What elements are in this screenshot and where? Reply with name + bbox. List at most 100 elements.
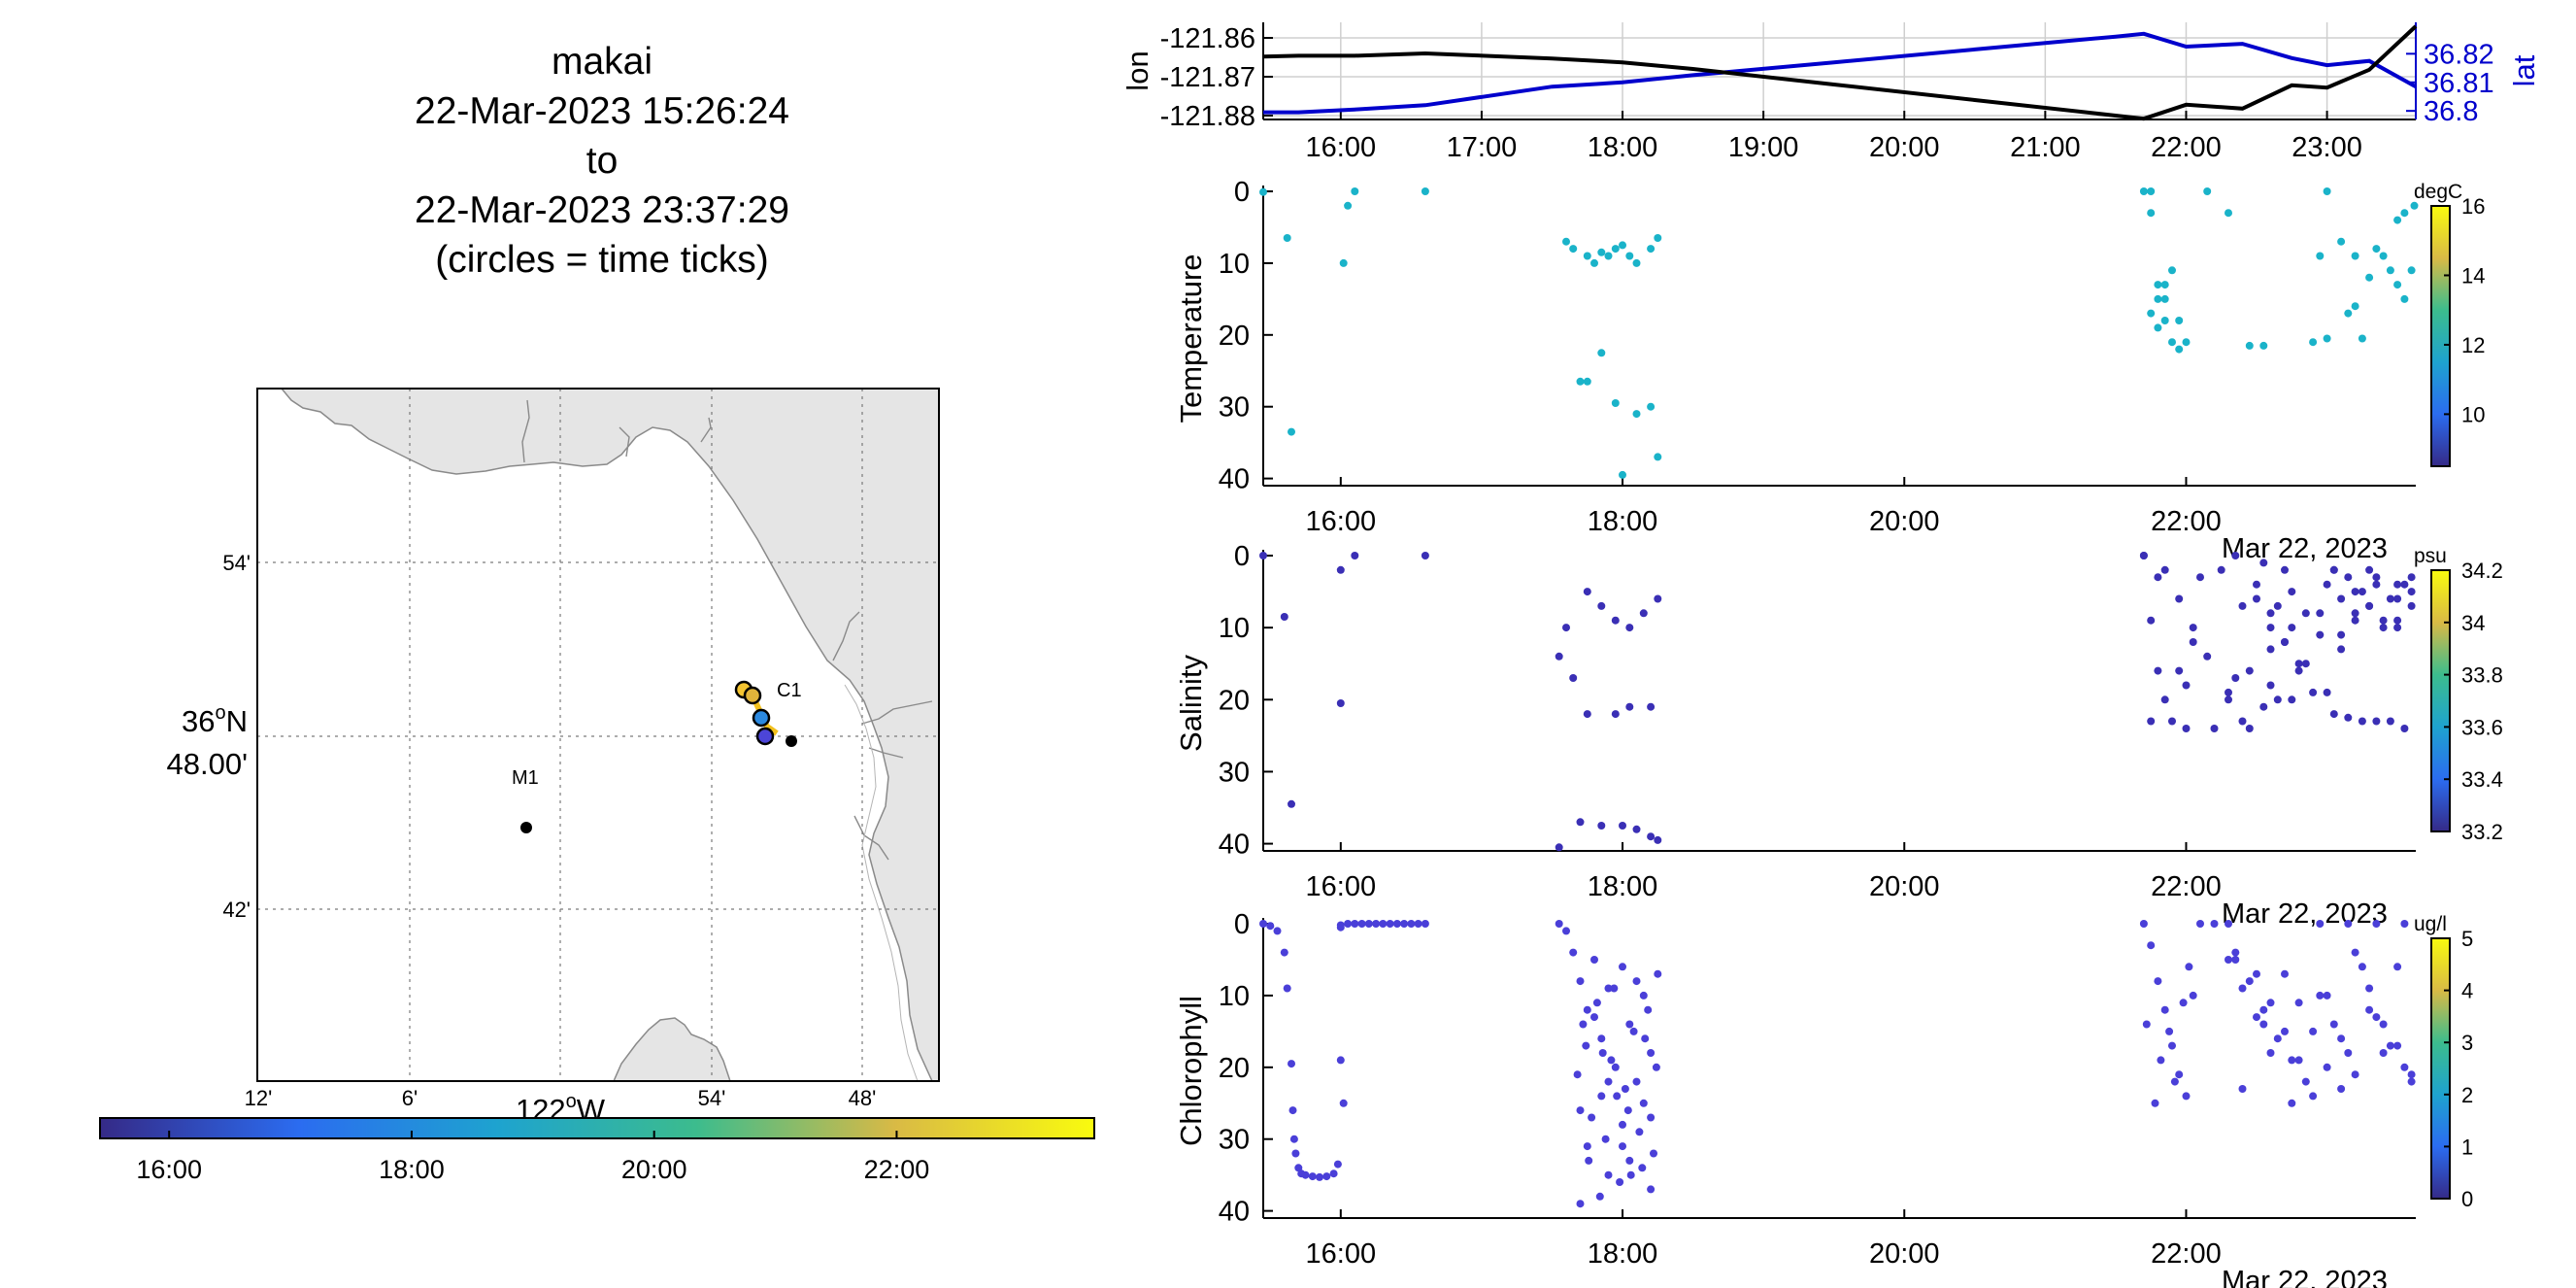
chlorophyll-data-point (1400, 920, 1409, 928)
temperature-colorbar-tick-label: 10 (2461, 402, 2485, 426)
chlorophyll-data-point (2160, 1005, 2169, 1014)
salinity-data-point (2407, 601, 2416, 610)
salinity-x-tick-label: 16:00 (1306, 871, 1377, 902)
chlorophyll-data-point (2185, 963, 2193, 971)
temperature-data-point (1583, 252, 1591, 260)
chlorophyll-data-point (1604, 984, 1613, 993)
rivers (521, 399, 933, 861)
chlorophyll-data-point (1407, 920, 1416, 928)
chlorophyll-data-point (1601, 1135, 1610, 1143)
time-colorbar-tick-label: 18:00 (379, 1155, 445, 1184)
temperature-y-tick-label: 30 (1219, 392, 1250, 424)
map-grid (257, 389, 939, 1081)
salinity-colorbar-tick-label: 33.8 (2461, 663, 2503, 688)
salinity-colorbar-tick-label: 34 (2461, 611, 2485, 635)
salinity-data-point (1280, 613, 1288, 621)
time-colorbar-ticks: 16:00 18:00 20:00 22:00 (136, 1131, 929, 1184)
chlorophyll-data-point (2238, 984, 2247, 993)
chlorophyll-data-point (2344, 1049, 2353, 1057)
chlorophyll-data-point (2379, 1049, 2388, 1057)
chlorophyll-y-tick-label: 40 (1219, 1197, 1250, 1228)
salinity-data-point (2266, 645, 2275, 654)
chlorophyll-data-point (2372, 1013, 2381, 1022)
chlorophyll-data-point (2253, 969, 2260, 978)
salinity-data-point (1654, 594, 1662, 603)
coast-shelf-line (844, 684, 919, 1081)
lat-tick-label: 36.82 (2424, 39, 2494, 70)
temperature-data-point (2245, 341, 2254, 350)
salinity-colorbar-tick-label: 33.4 (2461, 767, 2503, 792)
map-lat-tick-48: 48.00' (167, 747, 249, 781)
chlorophyll-data-point (1654, 969, 1662, 978)
station-m1-label: M1 (512, 767, 539, 789)
map-lon-tick-6: 6' (402, 1086, 418, 1110)
salinity-data-point (2393, 594, 2402, 603)
chlorophyll-data-point (2301, 1077, 2310, 1086)
chlorophyll-data-point (1579, 1020, 1588, 1029)
salinity-data-point (2316, 630, 2325, 639)
salinity-x-tick-label: 18:00 (1588, 871, 1658, 902)
salinity-data-point (1647, 832, 1656, 841)
chlorophyll-data-point (2337, 1085, 2346, 1093)
salinity-y-tick-label: 20 (1219, 685, 1250, 716)
chlorophyll-data-point (1336, 921, 1345, 930)
temperature-data-point (1625, 252, 1634, 260)
salinity-data-point (2344, 713, 2353, 722)
salinity-data-point (2259, 702, 2268, 711)
time-colorbar-tick-label: 20:00 (621, 1155, 687, 1184)
chlorophyll-data-point (2323, 1063, 2331, 1071)
chlorophyll-data-point (1329, 1169, 1338, 1178)
salinity-data-point (2175, 666, 2184, 675)
temperature-data-point (1351, 187, 1359, 195)
temperature-data-point (2147, 209, 2156, 218)
chlorophyll-data-point (2407, 1070, 2416, 1079)
chlorophyll-data-point (1288, 1060, 1295, 1068)
chlorophyll-data-point (1610, 984, 1619, 993)
lat-series-line (1263, 31, 2417, 115)
chlorophyll-data-point (2175, 1070, 2184, 1079)
temperature-data-point (1259, 187, 1267, 196)
chlorophyll-colorbar (2430, 937, 2451, 1200)
temperature-x-tick-label: 18:00 (1588, 506, 1658, 537)
temperature-y-axis-label: Temperature (1174, 254, 1208, 423)
salinity-data-point (2160, 565, 2169, 574)
salinity-data-point (2351, 616, 2359, 625)
lonlat-x-tick-label: 22:00 (2151, 132, 2222, 163)
chlorophyll-data-point (1613, 1092, 1622, 1101)
temperature-data-point (1632, 410, 1641, 419)
chlorophyll-data-point (1289, 1135, 1298, 1143)
salinity-data-point (2238, 717, 2247, 726)
chlorophyll-data-point (1625, 1020, 1634, 1029)
salinity-data-point (2253, 580, 2260, 589)
temperature-data-point (1611, 245, 1620, 254)
salinity-colorbar-tick-label: 33.6 (2461, 715, 2503, 739)
time-colorbar (99, 1117, 1095, 1139)
map-lat-tick-42: 42' (222, 898, 251, 922)
chlorophyll-colorbar-tick-label: 5 (2461, 927, 2473, 951)
chlorophyll-data-point (1629, 1027, 1638, 1035)
chlorophyll-data-point (1283, 984, 1291, 993)
vehicle-track (734, 680, 779, 746)
salinity-data-point (2225, 688, 2232, 696)
chlorophyll-data-point (2288, 1099, 2296, 1107)
salinity-data-point (1625, 702, 1634, 711)
chlorophyll-data-point (1308, 1172, 1317, 1181)
chlorophyll-data-point (2365, 984, 2374, 993)
salinity-data-point (2281, 638, 2289, 646)
chlorophyll-data-point (1585, 1156, 1593, 1165)
temperature-data-point (1590, 258, 1598, 267)
chlorophyll-data-point (2309, 1027, 2318, 1035)
chlorophyll-data-point (1414, 920, 1422, 928)
chlorophyll-data-point (1590, 1013, 1598, 1022)
temperature-data-point (1283, 234, 1291, 242)
chlorophyll-data-point (1576, 1200, 1585, 1208)
map-lat-deg: 36 (182, 704, 215, 738)
chlorophyll-data-point (2281, 1027, 2289, 1035)
chlorophyll-data-point (2151, 1099, 2159, 1107)
chlorophyll-data-point (2253, 1013, 2260, 1022)
salinity-data-point (2329, 565, 2338, 574)
chlorophyll-data-point (2400, 920, 2409, 928)
salinity-data-point (2245, 666, 2254, 675)
chlorophyll-data-point (2273, 1034, 2282, 1043)
chlorophyll-data-point (1273, 927, 1282, 935)
